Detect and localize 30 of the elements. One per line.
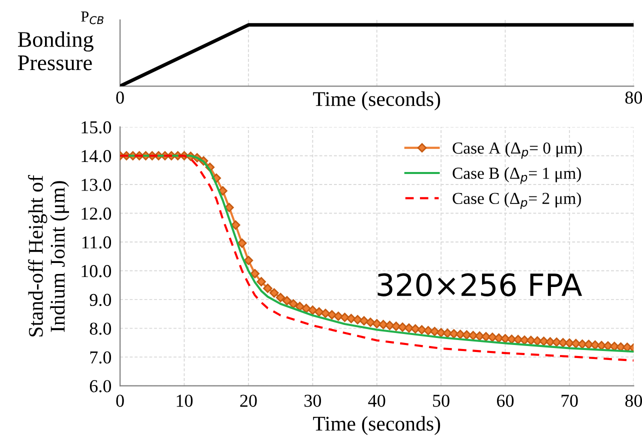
text: P$_{CB}$ xyxy=(81,12,104,24)
x-tick-label: 70 xyxy=(562,394,578,407)
y-tick-label: 9.0 xyxy=(90,294,112,306)
y-tick-label: 8.0 xyxy=(90,322,112,335)
y-tick-label: 15.0 xyxy=(82,121,112,134)
y-tick-label: 13.0 xyxy=(82,178,112,192)
x-tick-label: 30 xyxy=(304,394,321,407)
x-tick-label: 40 xyxy=(368,394,386,407)
x-tick-label: 50 xyxy=(433,394,450,407)
x-tick-label: 10 xyxy=(176,394,193,407)
legend-label: Case C (Δ$_{p}$= 2 μm) xyxy=(452,192,581,210)
legend-label: Case A (Δ$_{p}$= 0 μm) xyxy=(452,142,582,159)
x-axis-title: Time (seconds) xyxy=(313,91,440,110)
y-tick-label: 7.0 xyxy=(90,351,112,364)
annotation: 320×256 FPA xyxy=(378,273,582,296)
y-tick-label: 6.0 xyxy=(90,380,112,392)
x-axis-title: Time (seconds) xyxy=(313,416,440,435)
y-axis-title: Bonding Pressure xyxy=(18,31,94,70)
x-tick-label: 80 xyxy=(625,394,642,407)
y-tick-label: 11.0 xyxy=(82,236,112,249)
x-tick-label: 20 xyxy=(240,394,257,407)
x-tick-label: 80 xyxy=(625,92,642,104)
y-axis-title: Stand-off Height of Indium Joint (μm) xyxy=(28,175,70,336)
y-tick-label: 10.0 xyxy=(82,265,112,278)
x-tick-label: 0 xyxy=(116,92,124,104)
y-tick-label: 14.0 xyxy=(82,150,112,162)
x-tick-label: 0 xyxy=(116,394,124,407)
legend-label: Case B (Δ$_{p}$= 1 μm) xyxy=(452,167,581,184)
y-tick-label: 12.0 xyxy=(82,208,112,220)
x-tick-label: 60 xyxy=(497,394,514,407)
